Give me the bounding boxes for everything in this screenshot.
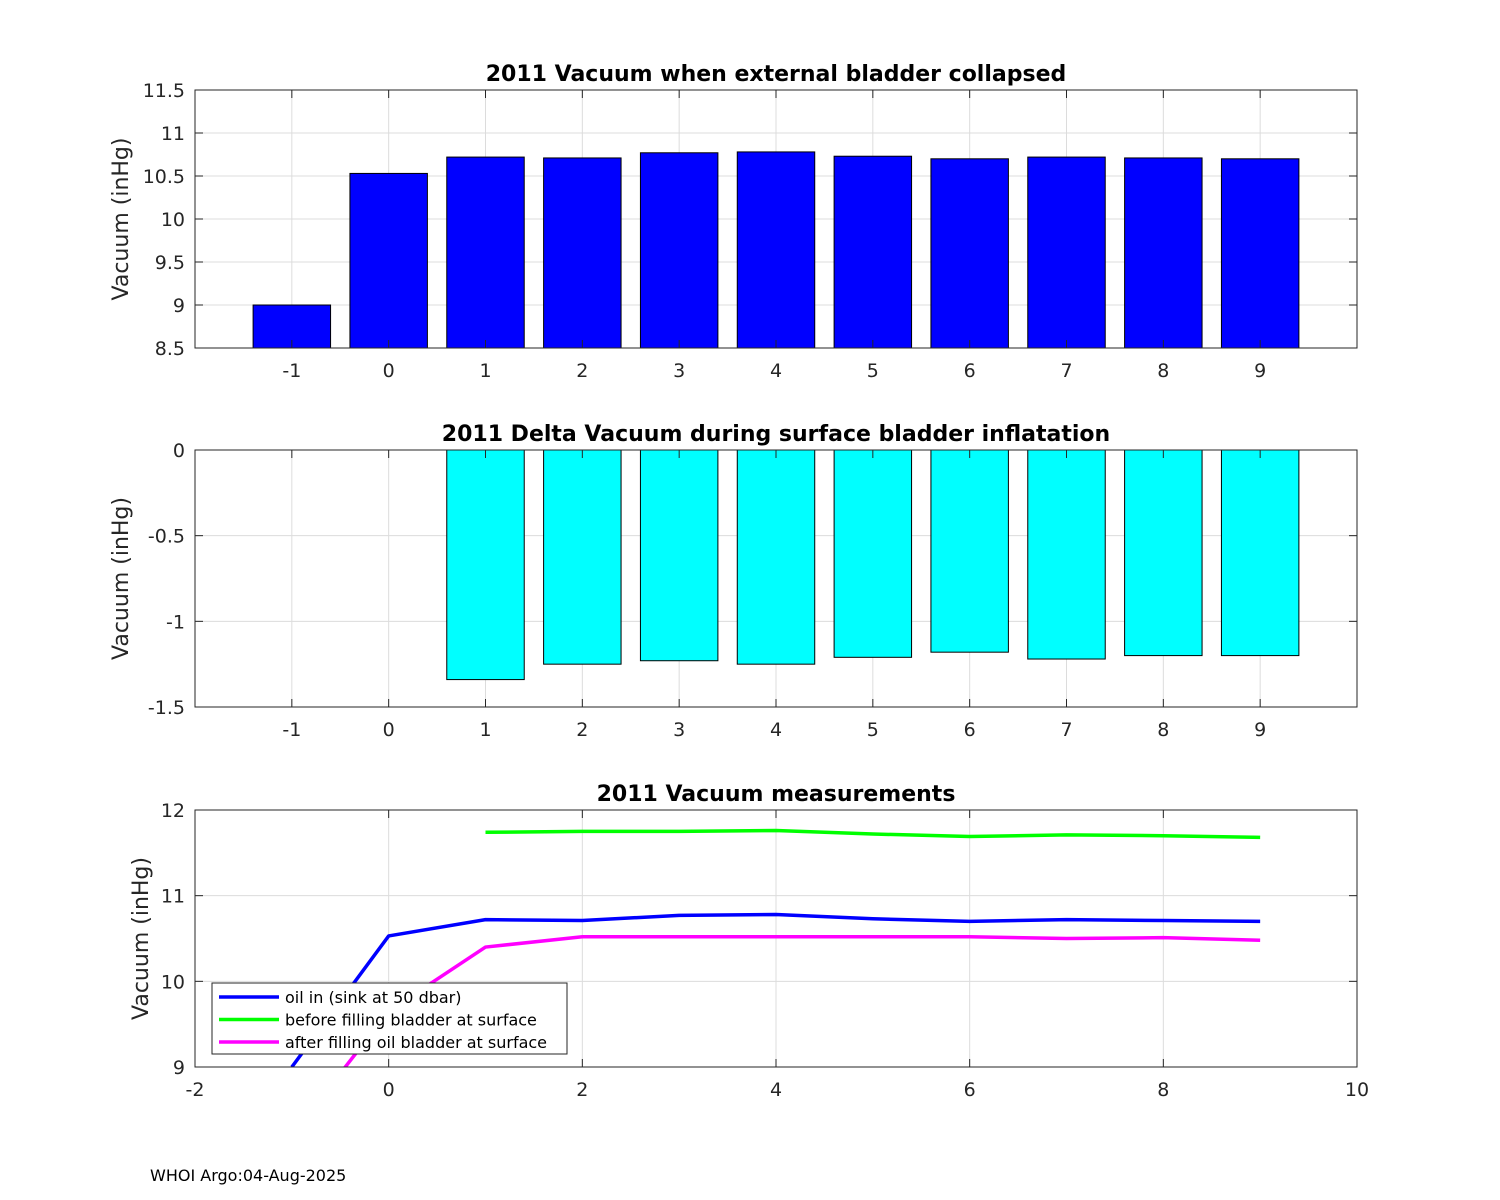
x-tick-label: 2 [576,360,588,382]
y-tick-label: 12 [161,800,185,822]
x-tick-label: 2 [576,719,588,741]
footer-stamp: WHOI Argo:04-Aug-2025 [150,1166,347,1185]
bar-3 [639,449,719,662]
bar-4 [736,151,816,349]
x-tick-label: 9 [1254,719,1266,741]
bar-6 [930,449,1009,653]
x-tick-label: -1 [282,719,301,741]
x-tick-label: 3 [673,360,685,382]
bar-9 [1220,158,1300,349]
chart-2: -1 0 1 2 3 4 5 6 7 8 9 -1.5 -1 -0.5 0 2011 Delta Vacuum… [109,422,1358,741]
y-tick-label: 10 [161,209,185,231]
bar-1 [446,156,525,349]
y-tick-label: 10 [161,971,185,993]
x-tick-label: 1 [479,719,491,741]
y-tick-label: 0 [173,440,185,462]
bar-4 [736,449,816,665]
chart-1: -1 0 1 2 3 4 5 6 7 8 9 8.5 9 9.5 10 10.5 11 11.5 2011 Vacu… [109,62,1358,382]
x-tick-label: 10 [1345,1079,1369,1101]
series-line-3 [343,935,1261,1067]
x-tick-label: 1 [479,360,491,382]
chart-title: 2011 Delta Vacuum during surface bladder… [442,422,1110,447]
series-line-2 [485,828,1261,840]
series-line-1 [290,912,1261,1067]
bar-7 [1027,156,1106,349]
bar-6 [930,158,1009,349]
x-tick-label: 0 [383,719,395,741]
y-tick-label: 11.5 [143,80,185,102]
x-tick-label: 8 [1157,360,1169,382]
bar-8 [1124,449,1203,657]
y-axis-label: Vacuum (inHg) [109,138,134,301]
x-tick-label: -1 [282,360,301,382]
x-tick-label: 4 [770,360,782,382]
bar-5 [833,449,913,658]
bar-7 [1027,449,1106,660]
bar-8 [1124,157,1203,349]
x-tick-label: 3 [673,719,685,741]
x-tick-label: 5 [867,719,879,741]
bar-1 [446,449,525,681]
legend: oil in (sink at 50 dbar) before filling b… [211,982,568,1055]
y-axis-label: Vacuum (inHg) [109,497,134,660]
y-tick-label: 9 [173,1057,185,1079]
y-tick-label: 9.5 [155,252,185,274]
x-tick-label: -2 [186,1079,205,1101]
x-tick-label: 9 [1254,360,1266,382]
y-tick-label: -1 [166,611,185,633]
bar-0 [349,172,428,349]
x-tick-label: 4 [770,1079,782,1101]
y-tick-label: 9 [173,295,185,317]
x-tick-label: 7 [1060,360,1072,382]
x-tick-label: 8 [1157,719,1169,741]
x-tick-label: 6 [964,360,976,382]
y-tick-label: 8.5 [155,338,185,360]
x-tick-label: 8 [1157,1079,1169,1101]
x-tick-label: 6 [964,719,976,741]
legend-label-2: before filling bladder at surface [285,1011,537,1030]
x-tick-label: 0 [383,360,395,382]
bar-3 [639,152,719,349]
y-tick-label: -1.5 [148,697,185,719]
chart-3: -2 0 2 4 6 8 10 9 10 11 12 2011 Vacuum measurements… [129,782,1369,1101]
y-axis-label: Vacuum (inHg) [129,857,154,1020]
x-tick-label: 4 [770,719,782,741]
y-tick-label: -0.5 [148,526,185,548]
y-tick-label: 10.5 [143,166,185,188]
x-tick-label: 6 [964,1079,976,1101]
legend-label-3: after filling oil bladder at surface [285,1033,547,1052]
bar-2 [543,449,622,665]
bar-2 [543,157,622,349]
x-tick-label: 7 [1060,719,1072,741]
x-tick-label: 5 [867,360,879,382]
y-tick-label: 11 [161,886,185,908]
chart-title: 2011 Vacuum measurements [597,782,956,807]
legend-label-1: oil in (sink at 50 dbar) [285,988,462,1007]
y-tick-label: 11 [161,123,185,145]
chart-title: 2011 Vacuum when external bladder collap… [486,62,1067,87]
bar-9 [1220,449,1300,657]
x-tick-label: 2 [576,1079,588,1101]
x-tick-label: 0 [383,1079,395,1101]
bar-5 [833,155,913,349]
